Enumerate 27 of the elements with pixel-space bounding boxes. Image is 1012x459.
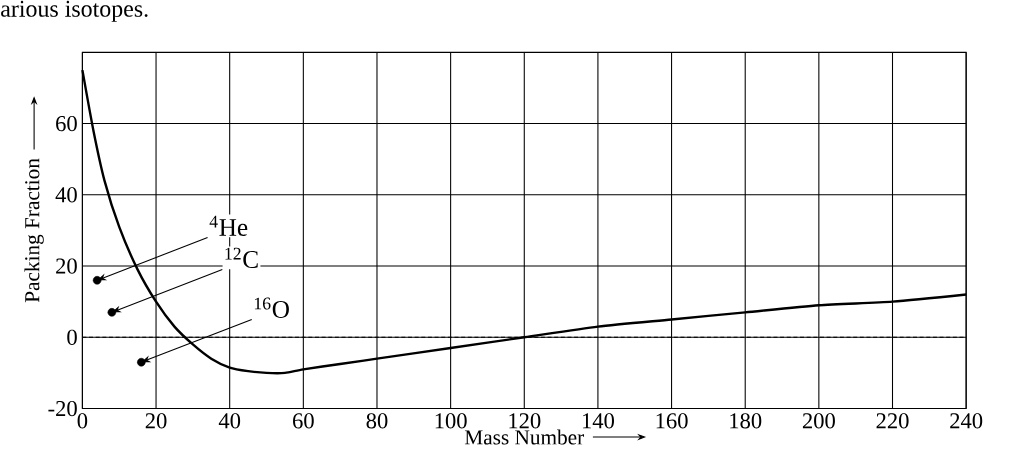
- y-tick-label: 40: [55, 187, 77, 203]
- point: [137, 357, 146, 367]
- x-tick-label: 160: [656, 413, 688, 429]
- y-tick-label: -20: [48, 400, 77, 417]
- annotation: $^{16}$O: [254, 297, 289, 318]
- x-tick-label: 140: [582, 413, 615, 429]
- chart-title: arious isotopes.: [1, 0, 148, 22]
- annotation: $^{4}$He: [209, 215, 248, 236]
- y-tick-label: 0: [67, 329, 77, 345]
- x-tick-label: 120: [509, 413, 541, 429]
- x-tick-label: 200: [802, 413, 835, 429]
- y-tick-label: 20: [56, 258, 77, 274]
- point: [92, 276, 102, 285]
- x-tick-label: 0: [77, 413, 88, 429]
- x-tick-label: 240: [950, 413, 983, 429]
- y-tick-label: 60: [56, 115, 77, 132]
- x-tick-label: 80: [366, 413, 388, 429]
- x-tick-label: 60: [293, 413, 314, 429]
- x-axis-title: Mass Number: [464, 429, 585, 445]
- point: [107, 308, 117, 317]
- x-tick-label: 20: [145, 413, 167, 429]
- x-tick-label: 180: [730, 413, 762, 429]
- x-tick-label: 100: [435, 413, 467, 429]
- annotation: $^{12}$C: [225, 247, 258, 269]
- x-tick-label: 40: [218, 413, 241, 429]
- y-axis-title: Packing Fraction: [24, 158, 44, 303]
- x-tick-label: 220: [876, 413, 909, 429]
